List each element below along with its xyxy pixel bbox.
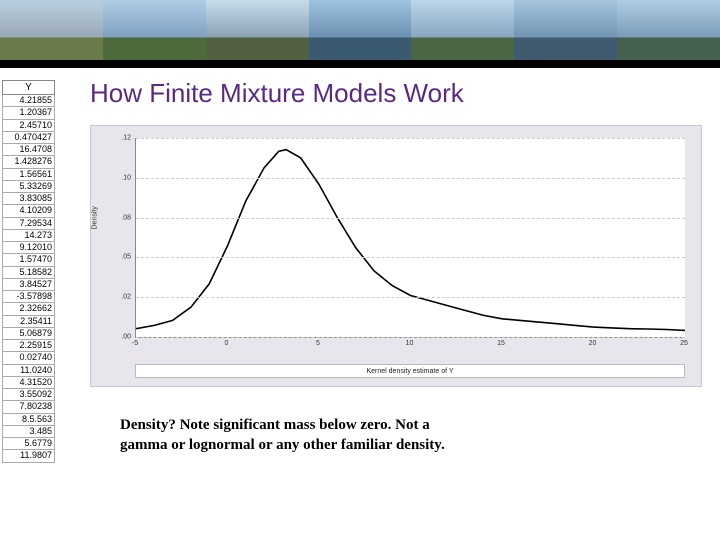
y-cell: 5.6779	[3, 438, 55, 450]
data-column: Y 4.218551.203672.457100.47042716.47081.…	[0, 68, 80, 540]
y-cell: 3.84527	[3, 278, 55, 290]
y-ticks: .00.02.05.08.10.12	[105, 138, 133, 338]
y-cell: 16.4708	[3, 144, 55, 156]
y-cell: 7.29534	[3, 217, 55, 229]
banner-photo	[617, 0, 720, 68]
y-cell: 1.428276	[3, 156, 55, 168]
y-cell: 11.0240	[3, 364, 55, 376]
y-cell: 4.10209	[3, 205, 55, 217]
y-cell: 5.33269	[3, 180, 55, 192]
x-ticks: -50510152025	[135, 340, 685, 352]
banner-photo	[0, 0, 103, 68]
y-cell: 5.06879	[3, 327, 55, 339]
banner-photo	[309, 0, 412, 68]
density-chart: Density .00.02.05.08.10.12 -50510152025 …	[90, 125, 702, 387]
y-cell: 3.485	[3, 425, 55, 437]
y-cell: 2.32662	[3, 303, 55, 315]
y-cell: 4.21855	[3, 95, 55, 107]
plot-area	[135, 138, 685, 338]
y-cell: 7.80238	[3, 401, 55, 413]
y-cell: 3.55092	[3, 389, 55, 401]
banner-photo	[206, 0, 309, 68]
main-column: How Finite Mixture Models Work Density .…	[80, 68, 720, 540]
y-header: Y	[3, 81, 55, 95]
density-curve	[136, 138, 685, 337]
banner-bar	[0, 60, 720, 68]
y-cell: -3.57898	[3, 291, 55, 303]
y-cell: 14.273	[3, 229, 55, 241]
y-cell: 5.18582	[3, 266, 55, 278]
banner-photo	[103, 0, 206, 68]
y-table: Y 4.218551.203672.457100.47042716.47081.…	[2, 80, 55, 463]
y-cell: 2.25915	[3, 340, 55, 352]
photo-banner	[0, 0, 720, 68]
y-cell: 3.83085	[3, 193, 55, 205]
caption-line2: gamma or lognormal or any other familiar…	[120, 437, 445, 453]
y-cell: 2.35411	[3, 315, 55, 327]
y-cell: 1.20367	[3, 107, 55, 119]
y-cell: 2.45710	[3, 119, 55, 131]
banner-photo	[514, 0, 617, 68]
banner-photo	[411, 0, 514, 68]
content-area: Y 4.218551.203672.457100.47042716.47081.…	[0, 68, 720, 540]
y-axis-label: Density	[92, 206, 99, 229]
caption: Density? Note significant mass below zer…	[90, 415, 702, 456]
slide-title: How Finite Mixture Models Work	[90, 78, 702, 109]
y-cell: 1.57470	[3, 254, 55, 266]
y-cell: 8.5.563	[3, 413, 55, 425]
y-cell: 9.12010	[3, 242, 55, 254]
y-cell: 0.470427	[3, 131, 55, 143]
y-cell: 4.31520	[3, 376, 55, 388]
y-cell: 0.02740	[3, 352, 55, 364]
x-axis-label: Kernel density estimate of Y	[135, 364, 685, 378]
y-cell: 11.9807	[3, 450, 55, 462]
caption-line1: Density? Note significant mass below zer…	[120, 417, 430, 433]
y-cell: 1.56561	[3, 168, 55, 180]
